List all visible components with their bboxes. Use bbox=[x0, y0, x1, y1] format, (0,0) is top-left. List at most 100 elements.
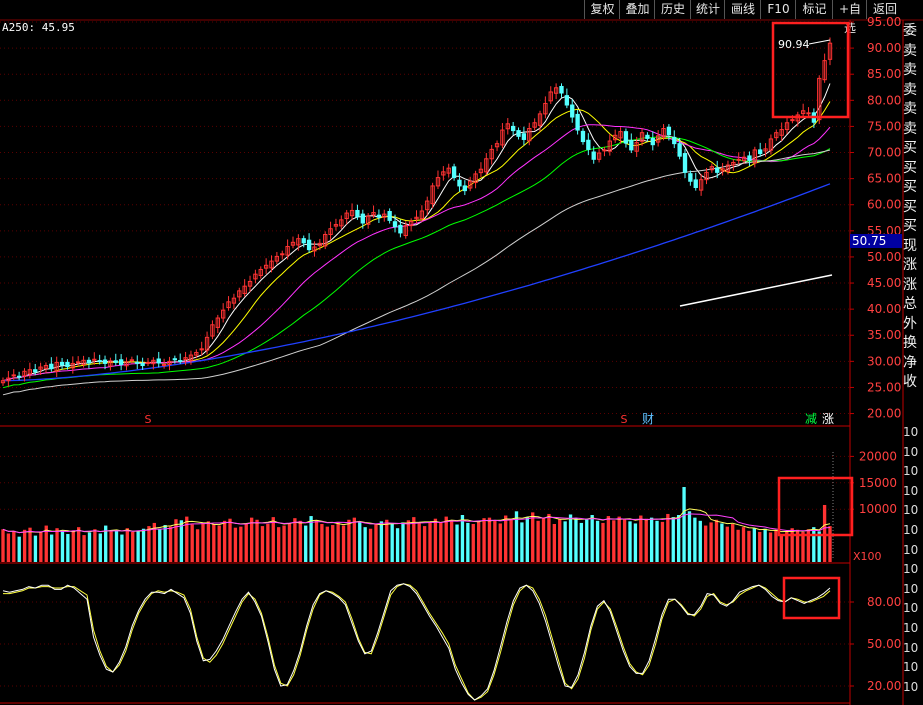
volume-bar-21 bbox=[114, 529, 119, 562]
candle-111 bbox=[596, 148, 602, 163]
side-row-15: 外 bbox=[903, 315, 917, 332]
toolbar-button-0[interactable]: 复权 bbox=[584, 0, 620, 19]
candle-141 bbox=[758, 142, 763, 157]
volume-bar-128 bbox=[693, 517, 697, 562]
osc-tick-label-0: 80.00 bbox=[867, 595, 901, 609]
toolbar-button-6[interactable]: 标记 bbox=[795, 0, 833, 19]
candle-77 bbox=[414, 210, 419, 224]
candle-9 bbox=[49, 357, 54, 372]
vol-unit-label: X100 bbox=[853, 550, 882, 563]
time-cell-4: 10 bbox=[903, 503, 919, 518]
volume-bar-153 bbox=[828, 526, 832, 562]
volume-bar-77 bbox=[417, 523, 421, 562]
volume-bar-144 bbox=[779, 534, 784, 562]
price-tick-label-5: 70.00 bbox=[867, 146, 901, 160]
candle-114 bbox=[613, 129, 618, 143]
volume-bar-2 bbox=[12, 530, 16, 562]
candle-20 bbox=[108, 357, 113, 371]
side-row-2: 卖 bbox=[903, 62, 917, 78]
candle-92 bbox=[494, 140, 500, 152]
volume-bar-121 bbox=[655, 520, 659, 562]
volume-bar-59 bbox=[320, 523, 324, 562]
candle-66 bbox=[355, 204, 360, 220]
candle-63 bbox=[339, 215, 344, 230]
volume-bar-68 bbox=[368, 528, 373, 562]
toolbar-button-3[interactable]: 统计 bbox=[690, 0, 725, 19]
candle-27 bbox=[145, 357, 151, 367]
peak-pointer bbox=[808, 39, 831, 45]
candle-58 bbox=[312, 241, 317, 257]
volume-bar-35 bbox=[190, 524, 194, 562]
volume-bar-54 bbox=[293, 518, 297, 562]
volume-bar-120 bbox=[649, 517, 654, 562]
volume-bar-91 bbox=[493, 520, 497, 562]
toolbar-button-1[interactable]: 叠加 bbox=[619, 0, 655, 19]
volume-bar-4 bbox=[22, 529, 27, 562]
volume-bar-42 bbox=[228, 518, 232, 562]
volume-bar-108 bbox=[585, 518, 589, 562]
candle-120 bbox=[645, 132, 650, 142]
toolbar-button-2[interactable]: 历史 bbox=[654, 0, 691, 19]
candle-139 bbox=[747, 151, 752, 167]
volume-bar-73 bbox=[395, 528, 400, 562]
candle-115 bbox=[618, 127, 623, 144]
candle-145 bbox=[779, 122, 784, 142]
volume-bar-41 bbox=[222, 520, 227, 562]
candle-136 bbox=[731, 159, 736, 171]
volume-bar-107 bbox=[579, 522, 584, 562]
candle-72 bbox=[387, 208, 392, 224]
volume-bar-58 bbox=[314, 520, 319, 562]
toolbar-button-5[interactable]: F10 bbox=[760, 0, 796, 19]
volume-bar-47 bbox=[255, 519, 259, 562]
osc-tick-label-1: 50.00 bbox=[867, 637, 901, 651]
toolbar-button-8[interactable]: 返回 bbox=[866, 0, 903, 19]
volume-bar-132 bbox=[714, 519, 719, 562]
time-cell-3: 10 bbox=[903, 483, 919, 498]
volume-bar-135 bbox=[731, 523, 735, 562]
price-tick-label-11: 40.00 bbox=[867, 302, 901, 316]
price-tick-label-0: 95.00 bbox=[867, 15, 901, 29]
candle-35 bbox=[188, 350, 194, 365]
volume-bar-5 bbox=[28, 527, 32, 562]
toolbar: 复权 叠加 历史 统计 画线 F10 标记 +自选 返回 bbox=[0, 0, 923, 35]
candle-91 bbox=[489, 144, 494, 165]
price-tick-label-1: 90.00 bbox=[867, 41, 901, 55]
volume-bar-94 bbox=[509, 518, 513, 562]
time-cell-1: 10 bbox=[903, 444, 919, 459]
side-row-6: 买 bbox=[903, 140, 917, 156]
volume-bar-83 bbox=[449, 520, 454, 562]
volume-bar-57 bbox=[309, 516, 313, 562]
volume-bar-118 bbox=[639, 515, 643, 562]
marker-jian: 减 bbox=[805, 412, 817, 426]
volume-bar-64 bbox=[347, 519, 351, 562]
marker-cai: 财 bbox=[642, 412, 654, 426]
volume-bar-97 bbox=[525, 517, 529, 562]
candle-144 bbox=[774, 129, 779, 141]
volume-bar-106 bbox=[574, 518, 578, 562]
volume-bar-139 bbox=[752, 528, 756, 562]
volume-bar-129 bbox=[698, 520, 702, 562]
volume-bar-29 bbox=[158, 528, 162, 562]
candle-103 bbox=[553, 83, 559, 100]
candle-44 bbox=[237, 287, 242, 302]
candle-105 bbox=[564, 88, 570, 109]
candle-26 bbox=[140, 357, 145, 370]
volume-bar-127 bbox=[687, 511, 692, 562]
volume-bar-39 bbox=[212, 523, 216, 562]
volume-bar-90 bbox=[487, 517, 492, 562]
highlight-box-volume bbox=[777, 476, 854, 537]
volume-bar-49 bbox=[266, 523, 270, 562]
side-row-16: 换 bbox=[903, 335, 917, 351]
chart-title: A250: 45.95 bbox=[2, 21, 75, 34]
time-cell-10: 10 bbox=[903, 620, 919, 635]
toolbar-button-4[interactable]: 画线 bbox=[724, 0, 761, 19]
side-row-11: 现 bbox=[903, 237, 917, 254]
volume-bar-130 bbox=[704, 525, 708, 562]
volume-bar-103 bbox=[558, 519, 562, 562]
candle-154 bbox=[827, 37, 833, 66]
volume-bar-149 bbox=[806, 529, 811, 562]
candle-134 bbox=[720, 162, 725, 176]
volume-bar-104 bbox=[563, 521, 567, 562]
price-tick-label-3: 80.00 bbox=[867, 93, 901, 107]
